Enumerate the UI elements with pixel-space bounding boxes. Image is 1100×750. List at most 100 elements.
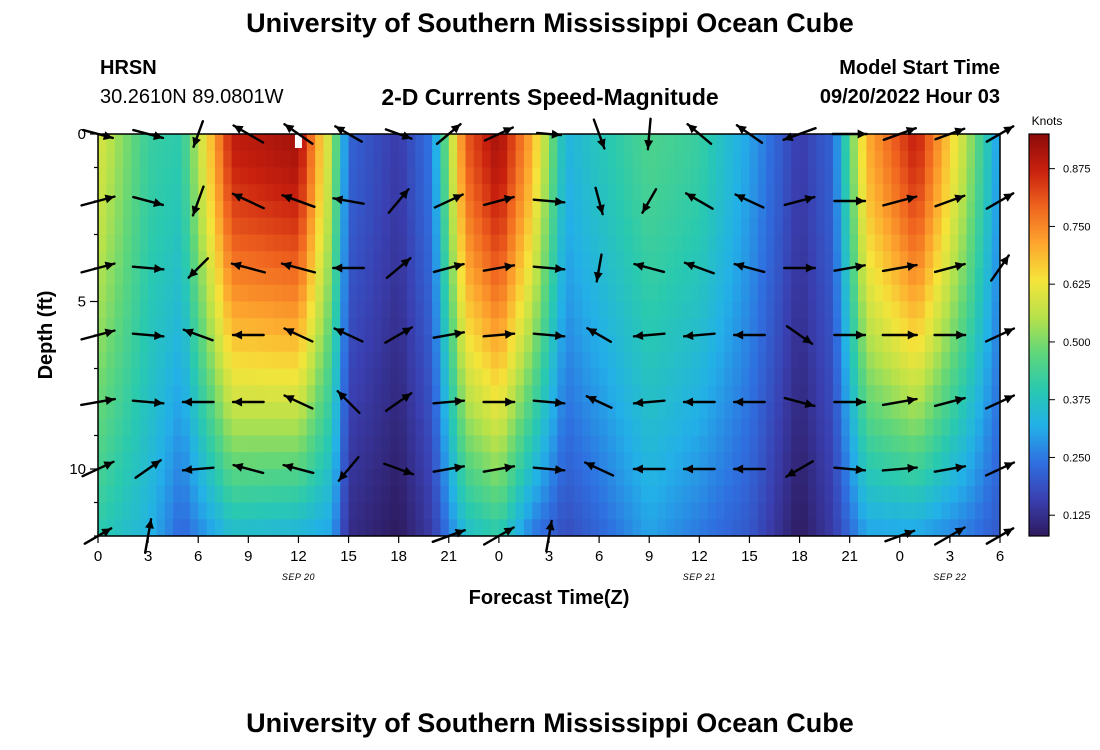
heatmap-cell: [123, 318, 133, 336]
heatmap-cell: [832, 502, 842, 520]
heatmap-cell: [924, 201, 934, 219]
heatmap-cell: [265, 184, 274, 202]
heatmap-cell: [206, 251, 216, 269]
heatmap-cell: [348, 251, 358, 269]
heatmap-cell: [941, 284, 951, 303]
heatmap-cell: [574, 368, 584, 386]
heatmap-cell: [866, 368, 876, 386]
heatmap-cell: [732, 402, 742, 420]
heatmap-cell: [173, 368, 183, 386]
heatmap-cell: [273, 134, 283, 152]
heatmap-cell: [415, 217, 425, 236]
heatmap-cell: [323, 150, 333, 169]
heatmap-cell: [381, 234, 391, 252]
heatmap-cell: [532, 351, 542, 370]
heatmap-cell: [348, 452, 358, 470]
heatmap-cell: [381, 268, 391, 286]
heatmap-cell: [941, 485, 951, 504]
heatmap-cell: [657, 234, 667, 252]
heatmap-cell: [164, 301, 174, 319]
heatmap-cell: [423, 167, 433, 185]
heatmap-cell: [515, 519, 525, 536]
heatmap-cell: [883, 150, 893, 169]
model-start-label: Model Start Time: [839, 57, 1000, 79]
heatmap-cell: [515, 134, 525, 152]
heatmap-cell: [757, 234, 767, 252]
heatmap-cell: [924, 167, 934, 185]
heatmap-cell: [206, 502, 216, 520]
heatmap-cell: [164, 234, 174, 252]
heatmap-cell: [498, 150, 508, 169]
heatmap-cell: [766, 435, 776, 453]
current-arrow: [641, 188, 658, 214]
heatmap-cell: [640, 268, 650, 286]
heatmap-cell: [690, 469, 700, 487]
model-start-value: 09/20/2022 Hour 03: [819, 86, 1000, 108]
heatmap-cell: [699, 201, 709, 219]
heatmap-cell: [415, 268, 425, 286]
heatmap-cell: [557, 318, 567, 336]
heatmap-cell: [974, 234, 984, 252]
heatmap-cell: [757, 217, 767, 236]
heatmap-cell: [707, 284, 717, 303]
heatmap-cell: [624, 284, 634, 303]
heatmap-cell: [381, 469, 391, 487]
heatmap-cell: [248, 251, 258, 269]
heatmap-cell: [632, 184, 642, 202]
heatmap-cell: [290, 385, 300, 403]
heatmap-cell: [816, 268, 826, 286]
heatmap-cell: [916, 402, 926, 420]
heatmap-cell: [348, 335, 358, 353]
heatmap-cell: [407, 469, 416, 487]
heatmap-cell: [532, 284, 542, 303]
heatmap-cell: [181, 150, 191, 169]
heatmap-cell: [265, 268, 274, 286]
heatmap-cell: [933, 385, 943, 403]
heatmap-cell: [983, 284, 993, 303]
heatmap-cell: [590, 418, 600, 437]
current-arrow: [181, 465, 215, 475]
heatmap-cell: [866, 184, 876, 202]
heatmap-cell: [398, 284, 408, 303]
heatmap-cell: [665, 418, 675, 437]
heatmap-cell: [290, 150, 300, 169]
heatmap-cell: [908, 217, 918, 236]
heatmap-cell: [699, 234, 709, 252]
heatmap-cell: [858, 268, 867, 286]
heatmap-cell: [732, 150, 742, 169]
heatmap-cell: [924, 452, 934, 470]
heatmap-cell: [214, 217, 224, 236]
heatmap-cell: [749, 134, 759, 152]
heatmap-cell: [924, 251, 934, 269]
heatmap-cell: [858, 301, 867, 319]
heatmap-cell: [465, 502, 475, 520]
heatmap-cell: [306, 502, 316, 520]
heatmap-cell: [432, 150, 442, 169]
heatmap-cell: [791, 385, 801, 403]
heatmap-cell: [716, 485, 725, 504]
heatmap-cell: [465, 184, 475, 202]
heatmap-cell: [874, 150, 884, 169]
heatmap-cell: [574, 201, 584, 219]
heatmap-cell: [198, 351, 208, 370]
heatmap-cell: [415, 318, 425, 336]
heatmap-cell: [523, 134, 533, 152]
heatmap-cell: [281, 150, 291, 169]
heatmap-cell: [657, 502, 667, 520]
current-arrow: [684, 192, 714, 210]
heatmap-cell: [507, 284, 517, 303]
heatmap-cell: [883, 284, 893, 303]
heatmap-cell: [381, 485, 391, 504]
heatmap-cell: [966, 134, 976, 152]
heatmap-cell: [532, 201, 542, 219]
heatmap-cell: [849, 351, 859, 370]
heatmap-cell: [139, 435, 149, 453]
heatmap-cell: [281, 318, 291, 336]
heatmap-cell: [841, 452, 851, 470]
heatmap-cell: [465, 134, 475, 152]
heatmap-cell: [106, 301, 116, 319]
heatmap-cell: [724, 385, 734, 403]
heatmap-cell: [933, 435, 943, 453]
heatmap-cell: [991, 301, 1000, 319]
heatmap-cell: [832, 134, 842, 152]
